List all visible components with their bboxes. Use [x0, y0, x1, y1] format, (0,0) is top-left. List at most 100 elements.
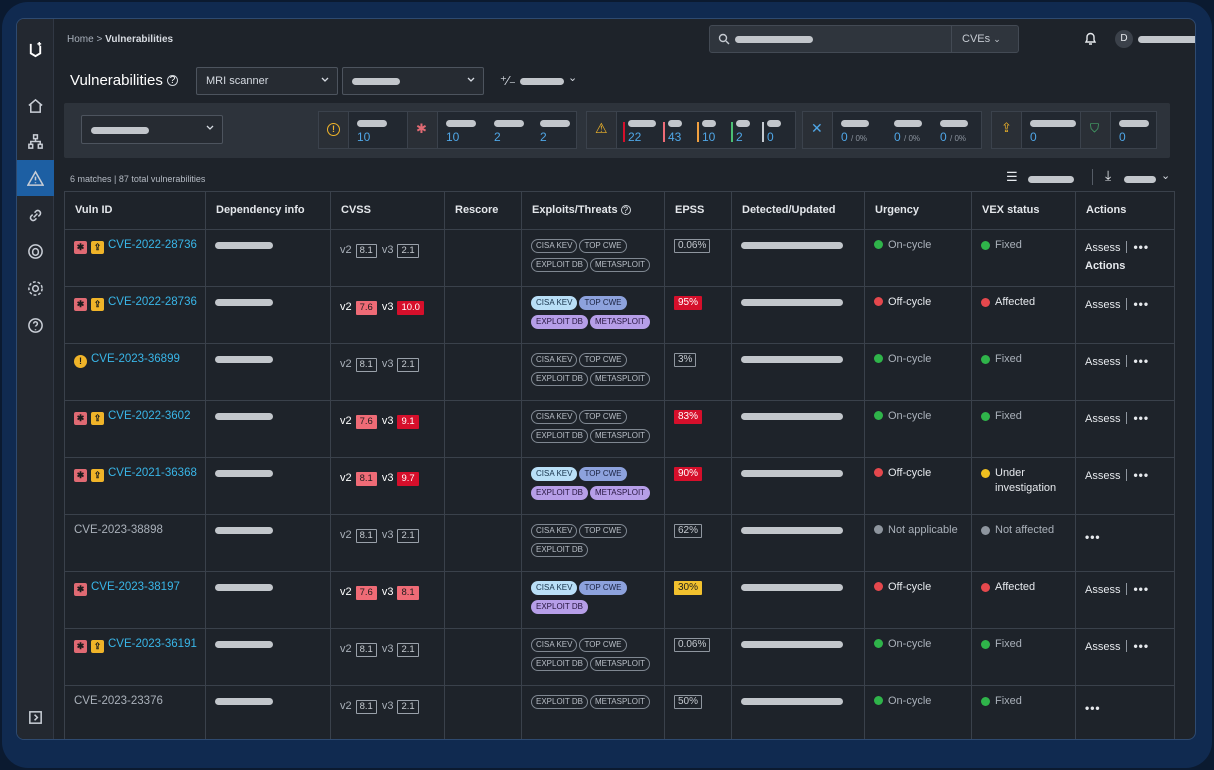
actions-button[interactable]: Actions: [1085, 260, 1126, 272]
plus-minus-icon[interactable]: ⁺⁄₋: [500, 73, 516, 88]
search-input[interactable]: CVEs ⌄: [709, 25, 1019, 53]
cve-link[interactable]: CVE-2023-38197: [91, 581, 180, 593]
more-button[interactable]: •••: [1133, 240, 1150, 254]
rescore-cell[interactable]: [444, 343, 522, 401]
avatar[interactable]: D: [1115, 30, 1133, 48]
more-button[interactable]: •••: [1085, 530, 1101, 544]
table-row[interactable]: ✱ ⇪ CVE-2021-36368 v2 8.1 v3 9.7 CISA KEV TOP …: [64, 457, 1175, 515]
filter-select[interactable]: [342, 67, 484, 95]
assess-button[interactable]: Assess: [1085, 299, 1121, 311]
more-button[interactable]: •••: [1133, 468, 1150, 482]
assess-button[interactable]: Assess: [1085, 413, 1121, 425]
epss-score: 0.06%: [674, 638, 711, 652]
cvss-v3-score: 2.1: [397, 529, 419, 543]
table-row[interactable]: CVE-2023-38898 v2 8.1 v3 2.1 CISA KEV TOP CW…: [64, 514, 1175, 572]
col-dependency[interactable]: Dependency info: [205, 191, 331, 230]
cvss-v3-label: v3: [381, 700, 394, 712]
rescore-cell[interactable]: [444, 457, 522, 515]
filter-sliders-icon[interactable]: ☰: [1006, 169, 1018, 184]
scanner-select[interactable]: MRI scanner: [196, 67, 338, 95]
bug-icon[interactable]: [17, 233, 54, 269]
rescore-cell[interactable]: [444, 400, 522, 458]
assess-button[interactable]: Assess: [1085, 584, 1121, 596]
table-row[interactable]: CVE-2023-23376 v2 8.1 v3 2.1 EXPLOIT DB META…: [64, 685, 1175, 739]
cvss-v3-score: 9.1: [397, 415, 419, 429]
summary-card-upload[interactable]: ⇪ 0: [991, 111, 1081, 149]
table-row[interactable]: ✱ ⇪ CVE-2022-28736 v2 8.1 v3 2.1 CISA KEV TOP …: [64, 229, 1175, 287]
summary-card-warning[interactable]: ! 10: [318, 111, 408, 149]
adjust-chevron-icon[interactable]: ⌄: [568, 72, 578, 84]
upload-badge-icon: ⇪: [91, 412, 104, 425]
network-icon[interactable]: [17, 123, 54, 159]
info-icon[interactable]: ?: [167, 75, 178, 86]
table-row[interactable]: ✱ ⇪ CVE-2023-36191 v2 8.1 v3 2.1 CISA KEV TOP …: [64, 628, 1175, 686]
expand-sidebar-icon[interactable]: [17, 699, 54, 735]
vuln-id-cell: ✱ ⇪ CVE-2022-3602: [64, 400, 206, 458]
cvss-cell: v2 8.1 v3 9.7: [330, 457, 445, 515]
col-vuln-id[interactable]: Vuln ID: [64, 191, 206, 230]
download-icon[interactable]: ⤓: [1105, 167, 1112, 183]
summary-card-severity[interactable]: ⚠ 22 43 10 2 0: [586, 111, 796, 149]
assess-button[interactable]: Assess: [1085, 242, 1121, 254]
assess-button[interactable]: Assess: [1085, 356, 1121, 368]
search-type-select[interactable]: CVEs ⌄: [951, 26, 1018, 52]
summary-card-shield[interactable]: ⛉ 0: [1080, 111, 1157, 149]
rescore-cell[interactable]: [444, 514, 522, 572]
urgency-status-icon: [874, 582, 883, 591]
epss-score: 50%: [674, 695, 703, 709]
table-row[interactable]: ✱ ⇪ CVE-2022-3602 v2 7.6 v3 9.1 CISA KEV TOP C…: [64, 400, 1175, 458]
actions-cell: Assess •••: [1075, 628, 1175, 686]
dependency-info: [215, 470, 273, 477]
more-button[interactable]: •••: [1133, 297, 1150, 311]
breadcrumb-home[interactable]: Home: [67, 34, 94, 45]
actions-cell: Assess •••: [1075, 457, 1175, 515]
divider: [1126, 355, 1128, 367]
col-urgency[interactable]: Urgency: [864, 191, 972, 230]
summary-card-exploits[interactable]: ✕ 0 / 0% 0 / 0% 0 / 0%: [802, 111, 982, 149]
link-icon[interactable]: [17, 197, 54, 233]
help-icon[interactable]: [17, 307, 54, 343]
gear-icon[interactable]: [17, 270, 54, 306]
more-button[interactable]: •••: [1133, 354, 1150, 368]
vulnerabilities-icon[interactable]: [17, 160, 54, 196]
more-button[interactable]: •••: [1085, 701, 1101, 715]
col-rescore[interactable]: Rescore: [444, 191, 522, 230]
col-exploits[interactable]: Exploits/Threats ?: [521, 191, 665, 230]
rescore-cell[interactable]: [444, 685, 522, 739]
info-icon[interactable]: ?: [620, 205, 631, 215]
detected-cell: [731, 400, 865, 458]
col-detected[interactable]: Detected/Updated: [731, 191, 865, 230]
rescore-cell[interactable]: [444, 571, 522, 629]
summary-select[interactable]: [81, 115, 223, 144]
table-row[interactable]: ✱ CVE-2023-38197 v2 7.6 v3 8.1 CISA KEV TOP C…: [64, 571, 1175, 629]
assess-button[interactable]: Assess: [1085, 470, 1121, 482]
rescore-cell[interactable]: [444, 229, 522, 287]
more-button[interactable]: •••: [1133, 639, 1150, 653]
detected-date: [741, 299, 843, 306]
card-value-percent: / 0%: [950, 134, 967, 143]
download-chevron-icon[interactable]: ⌄: [1161, 170, 1171, 182]
tools-icon: ✕: [811, 120, 823, 136]
dependency-cell: [205, 457, 331, 515]
col-vex[interactable]: VEX status: [971, 191, 1076, 230]
table-row[interactable]: ✱ ⇪ CVE-2022-28736 v2 7.6 v3 10.0 CISA KEV TOP…: [64, 286, 1175, 344]
assess-button[interactable]: Assess: [1085, 641, 1121, 653]
col-epss[interactable]: EPSS: [664, 191, 732, 230]
cve-link[interactable]: CVE-2023-36899: [91, 353, 180, 365]
dependency-info: [215, 299, 273, 306]
cve-link[interactable]: CVE-2021-36368: [108, 467, 197, 479]
more-button[interactable]: •••: [1133, 582, 1150, 596]
summary-card-bugs[interactable]: ✱ 10 2 2: [407, 111, 577, 149]
cve-link[interactable]: CVE-2022-28736: [108, 239, 197, 251]
cve-link[interactable]: CVE-2023-36191: [108, 638, 197, 650]
rescore-cell[interactable]: [444, 628, 522, 686]
epss-cell: 95%: [664, 286, 732, 344]
table-row[interactable]: ! CVE-2023-36899 v2 8.1 v3 2.1 CISA KEV TOP C…: [64, 343, 1175, 401]
home-icon[interactable]: [17, 87, 54, 123]
cve-link[interactable]: CVE-2022-3602: [108, 410, 191, 422]
bell-icon[interactable]: [1084, 32, 1097, 46]
cve-link[interactable]: CVE-2022-28736: [108, 296, 197, 308]
rescore-cell[interactable]: [444, 286, 522, 344]
col-cvss[interactable]: CVSS: [330, 191, 445, 230]
more-button[interactable]: •••: [1133, 411, 1150, 425]
